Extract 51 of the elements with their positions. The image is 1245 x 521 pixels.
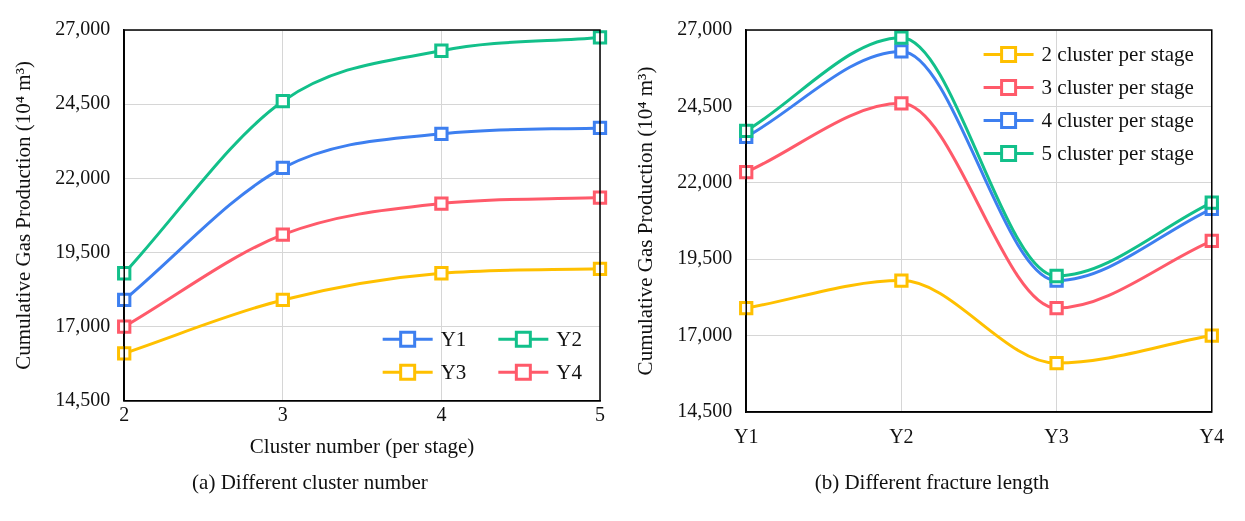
y-axis-title: Cumulative Gas Production (10⁴ m³) — [11, 61, 36, 370]
point — [275, 292, 290, 308]
x-tick-label: Y3 — [1044, 425, 1069, 448]
point — [275, 227, 290, 242]
y-tick-label: 19,500 — [55, 239, 111, 262]
x-tick-label: 4 — [436, 403, 447, 426]
point — [1049, 355, 1064, 371]
y-tick-label: 24,500 — [55, 91, 111, 114]
x-tick-label: Y4 — [1199, 425, 1224, 448]
legend-label: 2 cluster per stage — [1041, 42, 1194, 67]
point — [1049, 268, 1064, 284]
y-axis-title: Cumulative Gas Production (10⁴ m³) — [633, 66, 658, 376]
point — [275, 94, 290, 109]
point — [1049, 300, 1064, 316]
x-tick-label: Y1 — [733, 425, 759, 448]
x-tick-label: 3 — [277, 403, 288, 426]
point — [275, 160, 290, 176]
y-tick-label: 17,000 — [677, 322, 733, 345]
point — [894, 96, 909, 111]
point — [434, 126, 449, 141]
point — [592, 190, 608, 205]
point — [894, 273, 909, 288]
point — [1204, 328, 1219, 343]
point — [894, 30, 909, 45]
point — [434, 196, 449, 211]
legend-label: Y3 — [440, 359, 467, 384]
y-tick-label: 22,000 — [55, 165, 111, 188]
x-tick-label: 2 — [119, 403, 130, 426]
y-tick-label: 22,000 — [677, 170, 733, 193]
x-tick-label: Y2 — [889, 425, 914, 448]
point — [894, 44, 909, 59]
text: (b) Different fracture length — [813, 470, 1051, 495]
legend-label: 3 cluster per stage — [1041, 75, 1194, 100]
x-tick-label: 5 — [595, 403, 605, 426]
y-tick-label: 14,500 — [55, 388, 111, 411]
y-tick-label: 24,500 — [677, 93, 733, 116]
y-tick-label: 27,000 — [677, 17, 733, 40]
legend-label: Y4 — [556, 359, 583, 384]
y-tick-label: 27,000 — [55, 17, 111, 40]
text: (a) Different cluster number — [191, 470, 429, 495]
point — [117, 319, 132, 334]
point — [434, 266, 449, 281]
y-tick-label: 17,000 — [55, 313, 111, 336]
point — [434, 43, 449, 58]
legend-label: Y2 — [556, 326, 583, 351]
legend-label: 4 cluster per stage — [1041, 108, 1194, 133]
y-tick-label: 14,500 — [677, 399, 733, 422]
legend-label: Y1 — [440, 326, 467, 351]
legend-label: 5 cluster per stage — [1041, 141, 1194, 166]
y-tick-label: 19,500 — [677, 246, 733, 269]
x-axis-title: Cluster number (per stage) — [249, 433, 475, 458]
